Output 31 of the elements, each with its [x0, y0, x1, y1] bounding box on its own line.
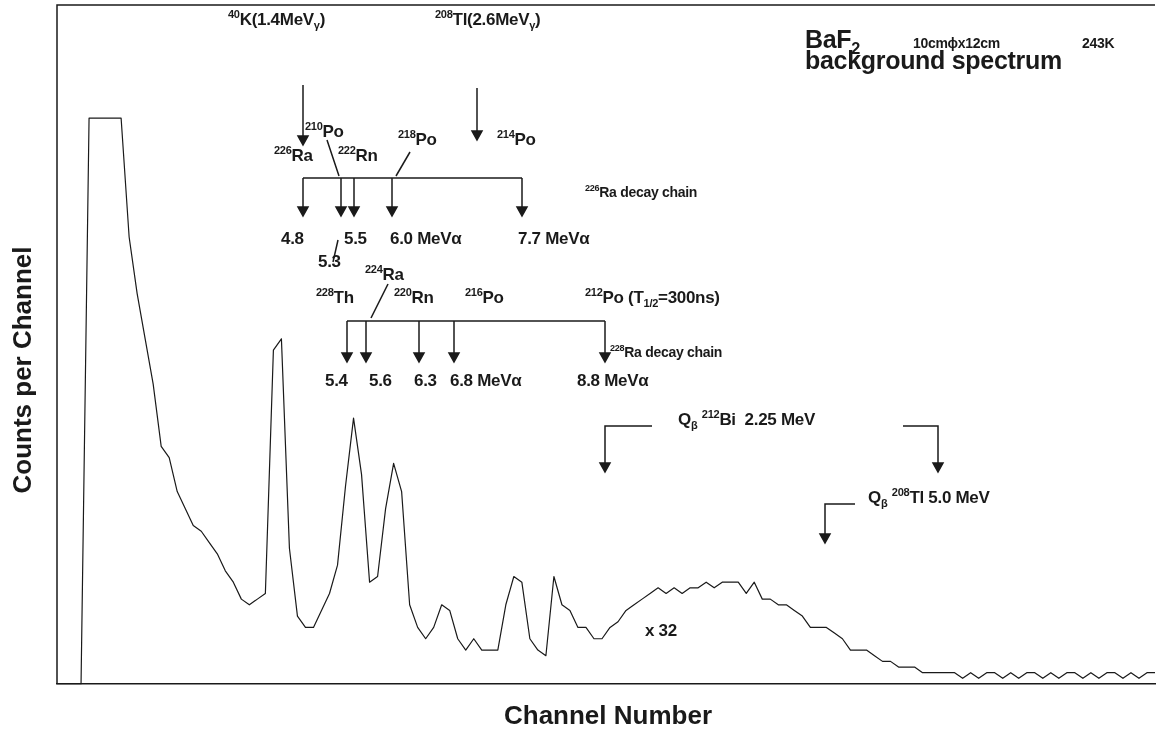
annotation: 5.3: [318, 252, 341, 272]
annotation: Q$_{β}$ $^{208}$Tl 5.0 MeV: [868, 486, 990, 510]
annotation: Q$_{β}$ $^{212}$Bi 2.25 MeV: [678, 408, 815, 432]
annotation: $^{214}$Po: [497, 128, 536, 150]
annotation: $^{220}$Rn: [394, 286, 434, 308]
annotation: 5.4: [325, 371, 348, 391]
text: 10cmϕx12cm: [913, 35, 1000, 51]
annotation: 5.6: [369, 371, 392, 391]
annotation: x 32: [645, 621, 677, 641]
annotation: 7.7 MeVα: [518, 229, 590, 249]
text: $^{40}$K(1.4MeV$_{γ}$): [228, 8, 326, 32]
text: $^{208}$Tl(2.6MeV$_{γ}$): [435, 8, 541, 32]
annotation: 4.8: [281, 229, 304, 249]
text: 243K: [1082, 35, 1115, 52]
x-axis-title: Channel Number: [503, 700, 713, 731]
annotation: $^{210}$Po: [305, 120, 344, 142]
annotation: $^{228}$Ra decay chain: [610, 343, 723, 361]
annotation: $^{228}$Th: [316, 286, 354, 308]
annotation: $^{226}$Ra decay chain: [585, 183, 698, 201]
annotation: $^{216}$Po: [465, 286, 504, 308]
annotation: $^{222}$Rn: [338, 144, 378, 166]
annotation: 6.8 MeVα: [450, 371, 522, 391]
annotation: 8.8 MeVα: [577, 371, 649, 391]
annotation: $^{226}$Ra: [274, 144, 313, 166]
y-axis-title: Counts per Channel: [6, 246, 38, 494]
annotation: 5.5: [344, 229, 367, 249]
annotation: $^{218}$Po: [398, 128, 437, 150]
annotation: 6.3: [414, 371, 437, 391]
annotation: $^{224}$Ra: [365, 263, 404, 285]
annotation: $^{212}$Po (T$_{1/2}$=300ns): [585, 286, 720, 310]
annotation: 6.0 MeVα: [390, 229, 462, 249]
